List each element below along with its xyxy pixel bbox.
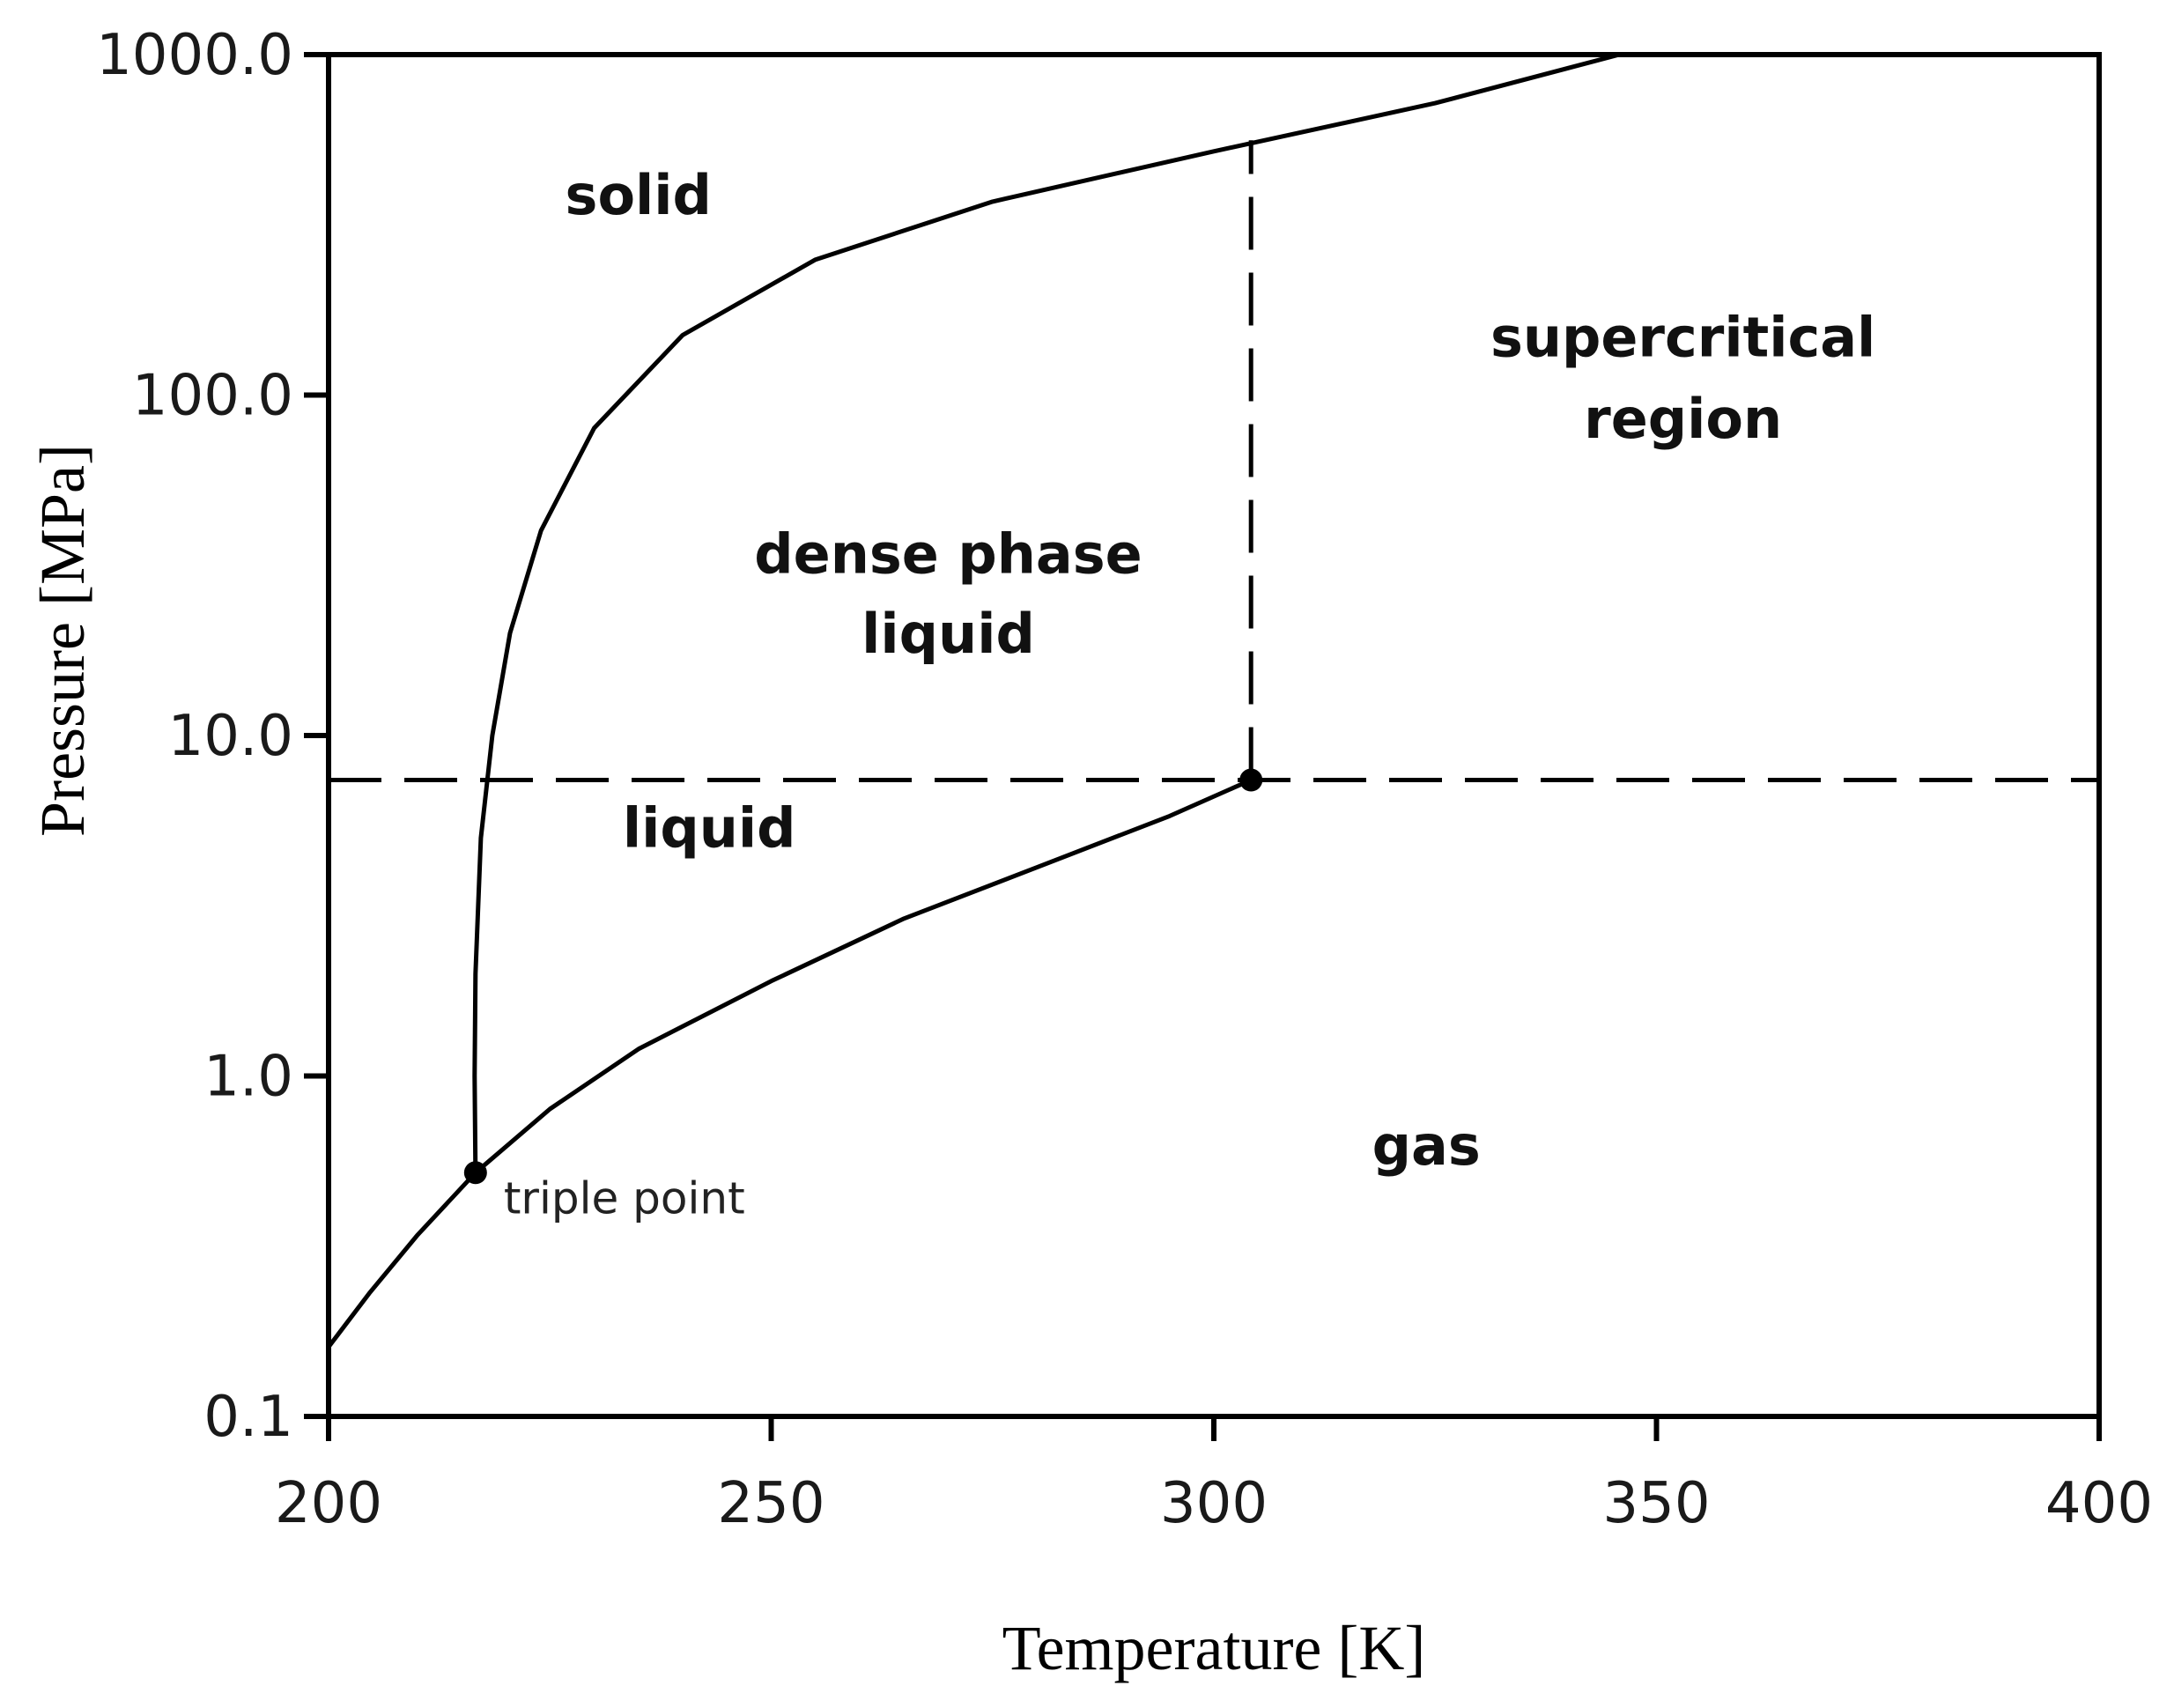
data-point-1 (463, 1161, 487, 1185)
region-label-7: gas (1372, 1113, 1481, 1178)
y-tick-label-0.1: 0.1 (203, 1385, 293, 1450)
phase-boundary-curve-1 (326, 778, 1253, 1349)
points-layer: triple point (463, 768, 1263, 1224)
phase-boundary-curve-2 (472, 52, 1622, 1175)
x-tick-label-350: 350 (1602, 1471, 1710, 1536)
region-label-4: supercritical (1490, 305, 1875, 369)
region-label-1: solid (566, 163, 712, 227)
region-label-2: dense phase (754, 522, 1142, 587)
curves-layer (326, 52, 2099, 1349)
x-tick-label-200: 200 (275, 1471, 382, 1536)
y-tick-label-100.0: 100.0 (132, 364, 293, 429)
ticks-layer: 200 250 300 350 400 0.1 1.0 10.0 100.0 1000.0 (96, 23, 2153, 1536)
region-label-6: liquid (623, 796, 796, 861)
labels-layer: solid dense phase liquid supercritical regio… (566, 163, 1876, 1178)
y-tick-label-10.0: 10.0 (168, 704, 294, 769)
data-point-2 (1239, 768, 1263, 792)
x-axis-title: Temperature [K] (1002, 1613, 1426, 1683)
y-axis-title: Pressure [MPa] (27, 444, 98, 837)
y-tick-label-1000.0: 1000.0 (96, 23, 293, 88)
region-label-3: liquid (861, 602, 1035, 666)
point-label-1: triple point (504, 1172, 745, 1224)
x-tick-label-300: 300 (1160, 1471, 1268, 1536)
x-tick-label-250: 250 (717, 1471, 824, 1536)
y-tick-label-1.0: 1.0 (203, 1045, 293, 1110)
x-tick-label-400: 400 (2045, 1471, 2153, 1536)
region-label-5: region (1584, 387, 1782, 451)
